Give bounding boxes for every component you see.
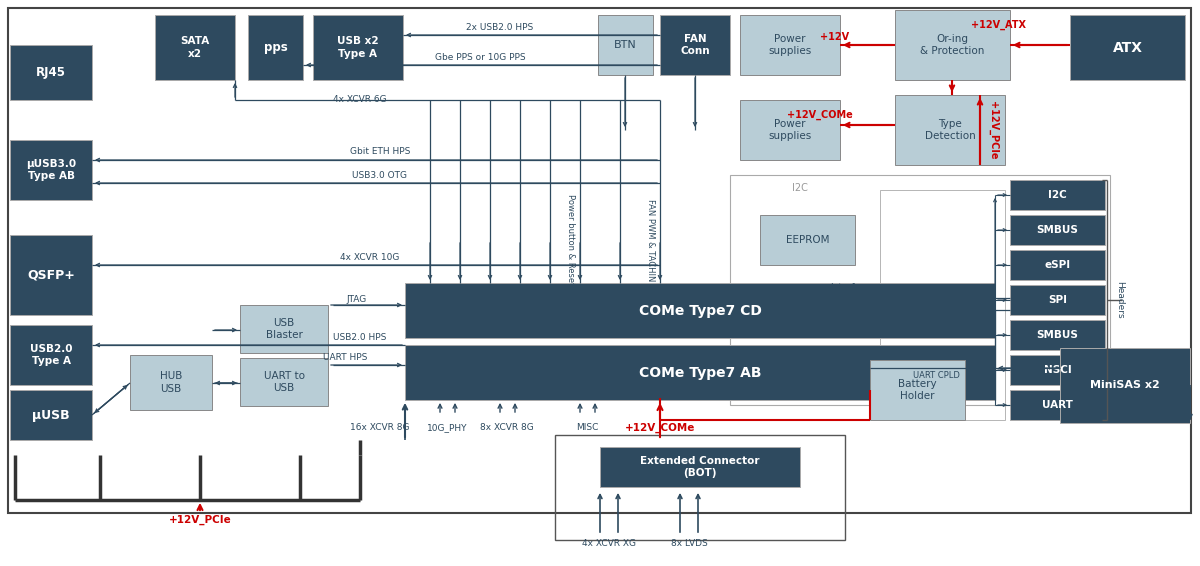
Text: NSCI: NSCI: [1044, 365, 1072, 375]
Text: USB
Blaster: USB Blaster: [265, 318, 302, 340]
Text: SPI: SPI: [1048, 295, 1067, 305]
FancyBboxPatch shape: [130, 355, 212, 410]
Text: UART to
USB: UART to USB: [264, 371, 305, 393]
Text: UART HPS: UART HPS: [323, 354, 367, 362]
Text: 4x XCVR XG: 4x XCVR XG: [582, 538, 636, 547]
FancyBboxPatch shape: [313, 15, 403, 80]
Text: FAN PWM & TACHIN: FAN PWM & TACHIN: [646, 199, 654, 281]
Text: Battery
Holder: Battery Holder: [898, 379, 937, 401]
Text: SMBUS: SMBUS: [1037, 225, 1079, 235]
Text: JTAG: JTAG: [347, 295, 367, 305]
Text: UART CPLD: UART CPLD: [913, 371, 960, 379]
Text: Power
supplies: Power supplies: [768, 119, 811, 141]
Text: SATA
x2: SATA x2: [180, 36, 210, 59]
Text: USB x2
Type A: USB x2 Type A: [337, 36, 379, 59]
Text: 4x XCVR 10G: 4x XCVR 10G: [341, 254, 400, 263]
FancyBboxPatch shape: [1010, 180, 1105, 210]
FancyBboxPatch shape: [10, 140, 92, 200]
Text: Extended Connector
(BOT): Extended Connector (BOT): [641, 456, 760, 478]
Text: 8x XCVR 8G: 8x XCVR 8G: [870, 354, 924, 362]
FancyBboxPatch shape: [870, 360, 965, 420]
Text: eSPI: eSPI: [1044, 260, 1070, 270]
Text: 10G_PHY: 10G_PHY: [427, 423, 467, 432]
FancyBboxPatch shape: [1010, 250, 1105, 280]
Text: SMBUS: SMBUS: [1037, 330, 1079, 340]
FancyBboxPatch shape: [406, 345, 995, 400]
FancyBboxPatch shape: [240, 358, 328, 406]
Text: 8x LVDS: 8x LVDS: [671, 538, 707, 547]
Text: +12V_PCIe: +12V_PCIe: [988, 101, 998, 159]
Bar: [554, 435, 845, 540]
FancyBboxPatch shape: [1070, 15, 1186, 80]
Text: Power
supplies: Power supplies: [768, 34, 811, 56]
Text: Or-ing
& Protection: Or-ing & Protection: [920, 34, 985, 56]
FancyBboxPatch shape: [10, 235, 92, 315]
Text: Gbit ETH HPS: Gbit ETH HPS: [350, 148, 410, 157]
FancyBboxPatch shape: [760, 215, 854, 265]
Text: USB3.0 OTG: USB3.0 OTG: [353, 170, 408, 179]
Text: μUSB: μUSB: [32, 409, 70, 422]
Text: COMe Type7 AB: COMe Type7 AB: [638, 366, 761, 379]
FancyBboxPatch shape: [740, 15, 840, 75]
FancyBboxPatch shape: [598, 15, 653, 75]
Text: Interfaces: Interfaces: [830, 284, 875, 293]
Text: Gbe PPS or 10G PPS: Gbe PPS or 10G PPS: [434, 53, 526, 62]
Text: ATX: ATX: [1112, 41, 1142, 54]
Text: I2C: I2C: [792, 183, 808, 193]
FancyBboxPatch shape: [10, 325, 92, 385]
Text: 2x USB2.0 HPS: 2x USB2.0 HPS: [467, 23, 534, 32]
Bar: [730, 175, 1110, 405]
Text: +12V_COMe: +12V_COMe: [625, 423, 695, 433]
FancyBboxPatch shape: [740, 100, 840, 160]
Text: +12V_ATX: +12V_ATX: [971, 20, 1026, 30]
Text: Headers: Headers: [1116, 281, 1124, 319]
FancyBboxPatch shape: [895, 10, 1010, 80]
Bar: [8, 8, 1190, 513]
Text: Power button & Reset: Power button & Reset: [565, 194, 575, 286]
FancyBboxPatch shape: [248, 15, 302, 80]
Text: FAN
Conn: FAN Conn: [680, 34, 710, 56]
Text: 8x XCVR 8G: 8x XCVR 8G: [480, 423, 534, 432]
FancyBboxPatch shape: [1010, 285, 1105, 315]
Text: RJ45: RJ45: [36, 66, 66, 79]
Text: QSFP+: QSFP+: [28, 268, 74, 281]
FancyBboxPatch shape: [10, 390, 92, 440]
Text: 16x XCVR 8G: 16x XCVR 8G: [350, 423, 409, 432]
FancyBboxPatch shape: [406, 283, 995, 338]
FancyBboxPatch shape: [895, 95, 1006, 165]
Text: +12V_PCIe: +12V_PCIe: [169, 515, 232, 525]
Text: HUB
USB: HUB USB: [160, 371, 182, 394]
Text: Type
Detection: Type Detection: [925, 119, 976, 141]
Text: 4x XCVR 6G: 4x XCVR 6G: [334, 96, 386, 105]
FancyBboxPatch shape: [10, 45, 92, 100]
Text: I2C: I2C: [1048, 190, 1067, 200]
Text: μUSB3.0
Type AB: μUSB3.0 Type AB: [26, 159, 76, 181]
FancyBboxPatch shape: [1060, 348, 1190, 423]
FancyBboxPatch shape: [1010, 215, 1105, 245]
Text: BTN: BTN: [614, 40, 637, 50]
Text: EEPROM: EEPROM: [786, 235, 829, 245]
FancyBboxPatch shape: [1010, 390, 1105, 420]
FancyBboxPatch shape: [240, 305, 328, 353]
Text: UART: UART: [1042, 400, 1073, 410]
Text: COMe Type7 CD: COMe Type7 CD: [638, 303, 762, 318]
FancyBboxPatch shape: [600, 447, 800, 487]
Text: USB2.0 HPS: USB2.0 HPS: [334, 332, 386, 341]
FancyBboxPatch shape: [1010, 355, 1105, 385]
Text: pps: pps: [264, 41, 287, 54]
FancyBboxPatch shape: [1010, 320, 1105, 350]
Text: MISC: MISC: [576, 423, 598, 432]
Text: HPS SPI: HPS SPI: [928, 295, 960, 305]
Text: +12V_COMe: +12V_COMe: [787, 110, 853, 120]
Text: MiniSAS x2: MiniSAS x2: [1090, 380, 1160, 391]
Text: USB2.0
Type A: USB2.0 Type A: [30, 344, 72, 366]
FancyBboxPatch shape: [155, 15, 235, 80]
FancyBboxPatch shape: [660, 15, 730, 75]
Bar: [880, 190, 1006, 420]
Text: +12V: +12V: [821, 32, 850, 42]
